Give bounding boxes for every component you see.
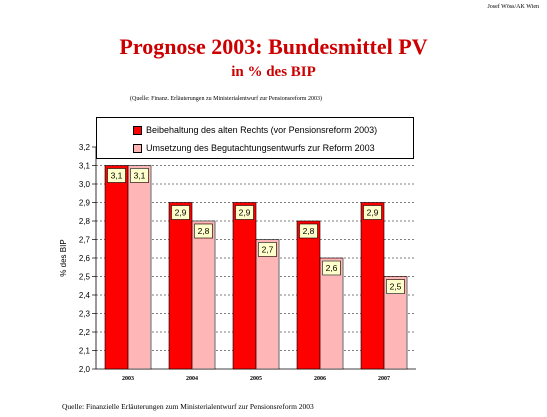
legend-label-series-1: Beibehaltung des alten Rechts (vor Pensi… [146, 125, 378, 135]
bar-series-2 [319, 257, 344, 370]
x-tick-label: 2003 [122, 376, 134, 382]
y-tick-label: 2,5 [79, 273, 91, 282]
bar-series-1 [232, 202, 257, 370]
legend-label-series-2: Umsetzung des Begutachtungsentwurfs zur … [146, 143, 375, 153]
data-label: 2,7 [262, 245, 274, 255]
x-tick-label: 2007 [378, 376, 390, 382]
source-note-bottom: Quelle: Finanzielle Erläuterungen zum Mi… [62, 402, 314, 411]
data-label-box [194, 223, 213, 239]
data-label-box [258, 242, 277, 257]
y-tick-label: 2,6 [79, 254, 91, 263]
y-tick-label: 2,4 [79, 291, 91, 300]
data-label-box [130, 168, 149, 183]
data-label-box [363, 205, 382, 220]
data-label: 2,5 [390, 282, 402, 292]
data-label-box [107, 168, 126, 183]
x-tick-label: 2005 [250, 376, 262, 382]
data-label-box [322, 260, 341, 276]
y-tick-label: 2,1 [79, 347, 91, 356]
legend-item-series-2: Umsetzung des Begutachtungsentwurfs zur … [133, 143, 375, 153]
author-note: Josef Wöss/AK Wien [487, 4, 539, 10]
data-label-box [235, 205, 254, 220]
source-note-top: (Quelle: Finanz. Erläuterungen zu Minist… [130, 96, 322, 102]
legend-item-series-1: Beibehaltung des alten Rechts (vor Pensi… [133, 125, 377, 135]
data-label: 3,1 [111, 171, 123, 181]
chart-subtitle: in % des BIP [231, 64, 316, 80]
data-label: 2,6 [326, 263, 338, 273]
bar-series-1 [168, 202, 193, 370]
bar-series-2 [383, 276, 408, 370]
bar-series-1 [104, 165, 129, 370]
bar-series-2 [191, 220, 216, 370]
data-label: 2,9 [239, 208, 251, 218]
x-tick-label: 2004 [186, 376, 198, 382]
y-tick-label: 2,7 [79, 236, 91, 245]
y-tick-label: 2,3 [79, 310, 91, 319]
legend-swatch-dotted [133, 143, 142, 153]
y-tick-label: 2,9 [79, 199, 91, 208]
data-label: 2,9 [367, 208, 379, 218]
data-label-box [386, 279, 405, 294]
bar-series-1 [296, 220, 321, 370]
data-label: 3,1 [134, 171, 146, 181]
data-label: 2,8 [303, 226, 315, 236]
x-tick-label: 2006 [314, 376, 326, 382]
y-tick-label: 3,2 [79, 143, 91, 152]
data-label: 2,8 [198, 226, 210, 236]
y-axis-label: % des BIP [59, 239, 68, 276]
bar-series-1 [360, 202, 385, 370]
y-tick-label: 2,0 [79, 365, 91, 374]
legend-swatch-solid [133, 125, 142, 135]
chart-legend: Beibehaltung des alten Rechts (vor Pensi… [96, 117, 414, 159]
data-label-box [299, 223, 318, 239]
bar-series-2 [127, 165, 152, 370]
y-tick-label: 3,1 [79, 162, 91, 171]
chart-title: Prognose 2003: Bundesmittel PV [119, 34, 428, 59]
data-label: 2,9 [175, 208, 187, 218]
bar-series-2 [255, 239, 280, 370]
y-tick-label: 2,8 [79, 217, 91, 226]
y-tick-label: 3,0 [79, 180, 91, 189]
y-tick-label: 2,2 [79, 328, 91, 337]
data-label-box [171, 205, 190, 220]
